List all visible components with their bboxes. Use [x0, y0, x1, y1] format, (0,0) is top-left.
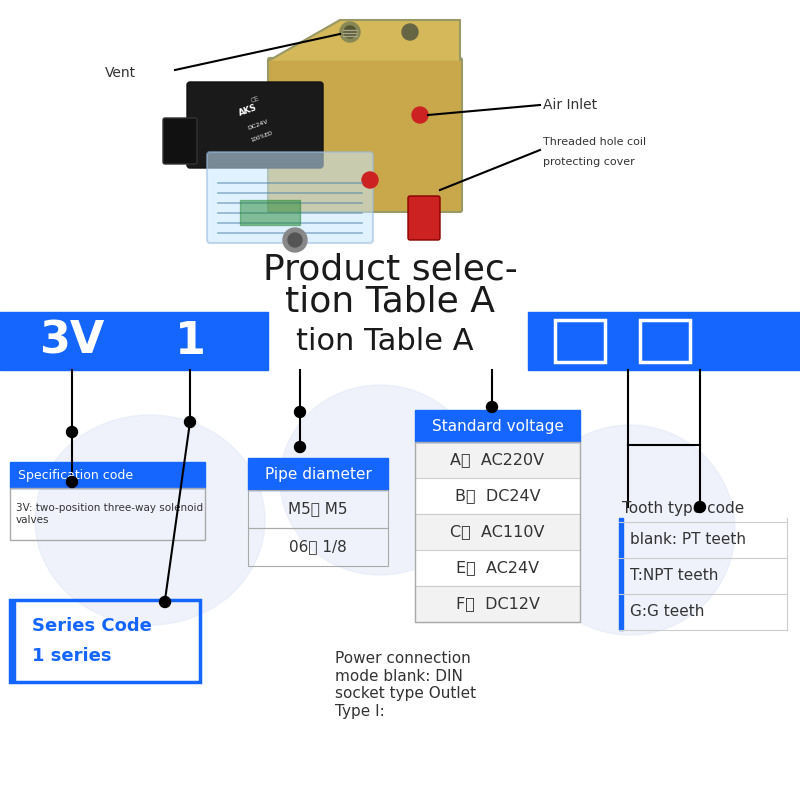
Text: Power connection
mode blank: DIN
socket type Outlet
Type I:: Power connection mode blank: DIN socket …	[335, 651, 476, 718]
Text: T:NPT teeth: T:NPT teeth	[630, 569, 718, 583]
Circle shape	[294, 442, 306, 453]
FancyBboxPatch shape	[408, 196, 440, 240]
Polygon shape	[270, 20, 460, 60]
Circle shape	[288, 233, 302, 247]
Bar	[10, 600, 200, 682]
Text: protecting cover: protecting cover	[543, 157, 634, 167]
Circle shape	[412, 107, 428, 123]
Circle shape	[340, 22, 360, 42]
Text: Pipe diameter: Pipe diameter	[265, 466, 371, 482]
Text: Product selec-: Product selec-	[262, 253, 518, 287]
Circle shape	[185, 417, 195, 427]
Bar	[415, 514, 580, 550]
Bar	[10, 462, 205, 488]
Bar	[640, 320, 690, 362]
Bar	[0, 312, 268, 370]
Text: 1: 1	[174, 319, 206, 362]
Bar	[415, 410, 580, 442]
Bar	[10, 488, 205, 540]
Text: tion Table A: tion Table A	[296, 326, 474, 355]
Circle shape	[486, 402, 498, 413]
Text: 3V: two-position three-way solenoid
valves: 3V: two-position three-way solenoid valv…	[16, 503, 203, 525]
Circle shape	[362, 172, 378, 188]
Text: A：  AC220V: A： AC220V	[450, 453, 545, 467]
Bar	[248, 490, 388, 528]
Bar	[0, 370, 800, 800]
Text: blank: PT teeth: blank: PT teeth	[630, 533, 746, 547]
Text: M5： M5: M5： M5	[288, 502, 348, 517]
Text: 100%ED: 100%ED	[250, 130, 274, 143]
FancyBboxPatch shape	[163, 118, 197, 164]
Circle shape	[66, 426, 78, 438]
Bar	[415, 442, 580, 478]
Bar	[248, 528, 388, 566]
Text: Series Code: Series Code	[32, 618, 152, 635]
Circle shape	[694, 502, 706, 513]
Text: Vent: Vent	[105, 66, 136, 80]
Bar	[528, 312, 800, 370]
Text: 1 series: 1 series	[32, 646, 111, 665]
Text: tion Table A: tion Table A	[285, 285, 495, 319]
Circle shape	[294, 406, 306, 418]
Text: Standard voltage: Standard voltage	[431, 418, 563, 434]
Bar	[240, 200, 300, 225]
Text: 3V: 3V	[39, 319, 105, 362]
Text: 06： 1/8: 06： 1/8	[289, 539, 347, 554]
Circle shape	[159, 597, 170, 607]
Text: Threaded hole coil: Threaded hole coil	[543, 137, 646, 147]
Circle shape	[402, 24, 418, 40]
Text: DC24V: DC24V	[247, 119, 269, 131]
Bar	[555, 320, 605, 362]
Text: G:G teeth: G:G teeth	[630, 605, 704, 619]
Ellipse shape	[280, 385, 480, 575]
FancyBboxPatch shape	[268, 58, 462, 212]
Text: F：  DC12V: F： DC12V	[455, 597, 539, 611]
Text: C：  AC110V: C： AC110V	[450, 525, 545, 539]
Bar	[415, 478, 580, 514]
Bar	[415, 442, 580, 622]
Text: Tooth type code: Tooth type code	[622, 501, 744, 515]
Text: E：  AC24V: E： AC24V	[456, 561, 539, 575]
Circle shape	[283, 228, 307, 252]
Bar	[10, 600, 15, 682]
Bar	[415, 550, 580, 586]
Ellipse shape	[35, 415, 265, 625]
Bar	[248, 458, 388, 490]
FancyBboxPatch shape	[207, 152, 373, 243]
Ellipse shape	[525, 425, 735, 635]
Text: B：  DC24V: B： DC24V	[454, 489, 540, 503]
Text: AKS: AKS	[238, 102, 258, 118]
Text: CE: CE	[250, 96, 260, 104]
Text: Air Inlet: Air Inlet	[543, 98, 597, 112]
Circle shape	[344, 26, 356, 38]
Bar	[619, 518, 623, 630]
Bar	[415, 586, 580, 622]
FancyBboxPatch shape	[187, 82, 323, 168]
Text: Specification code: Specification code	[18, 469, 133, 482]
Circle shape	[66, 477, 78, 487]
